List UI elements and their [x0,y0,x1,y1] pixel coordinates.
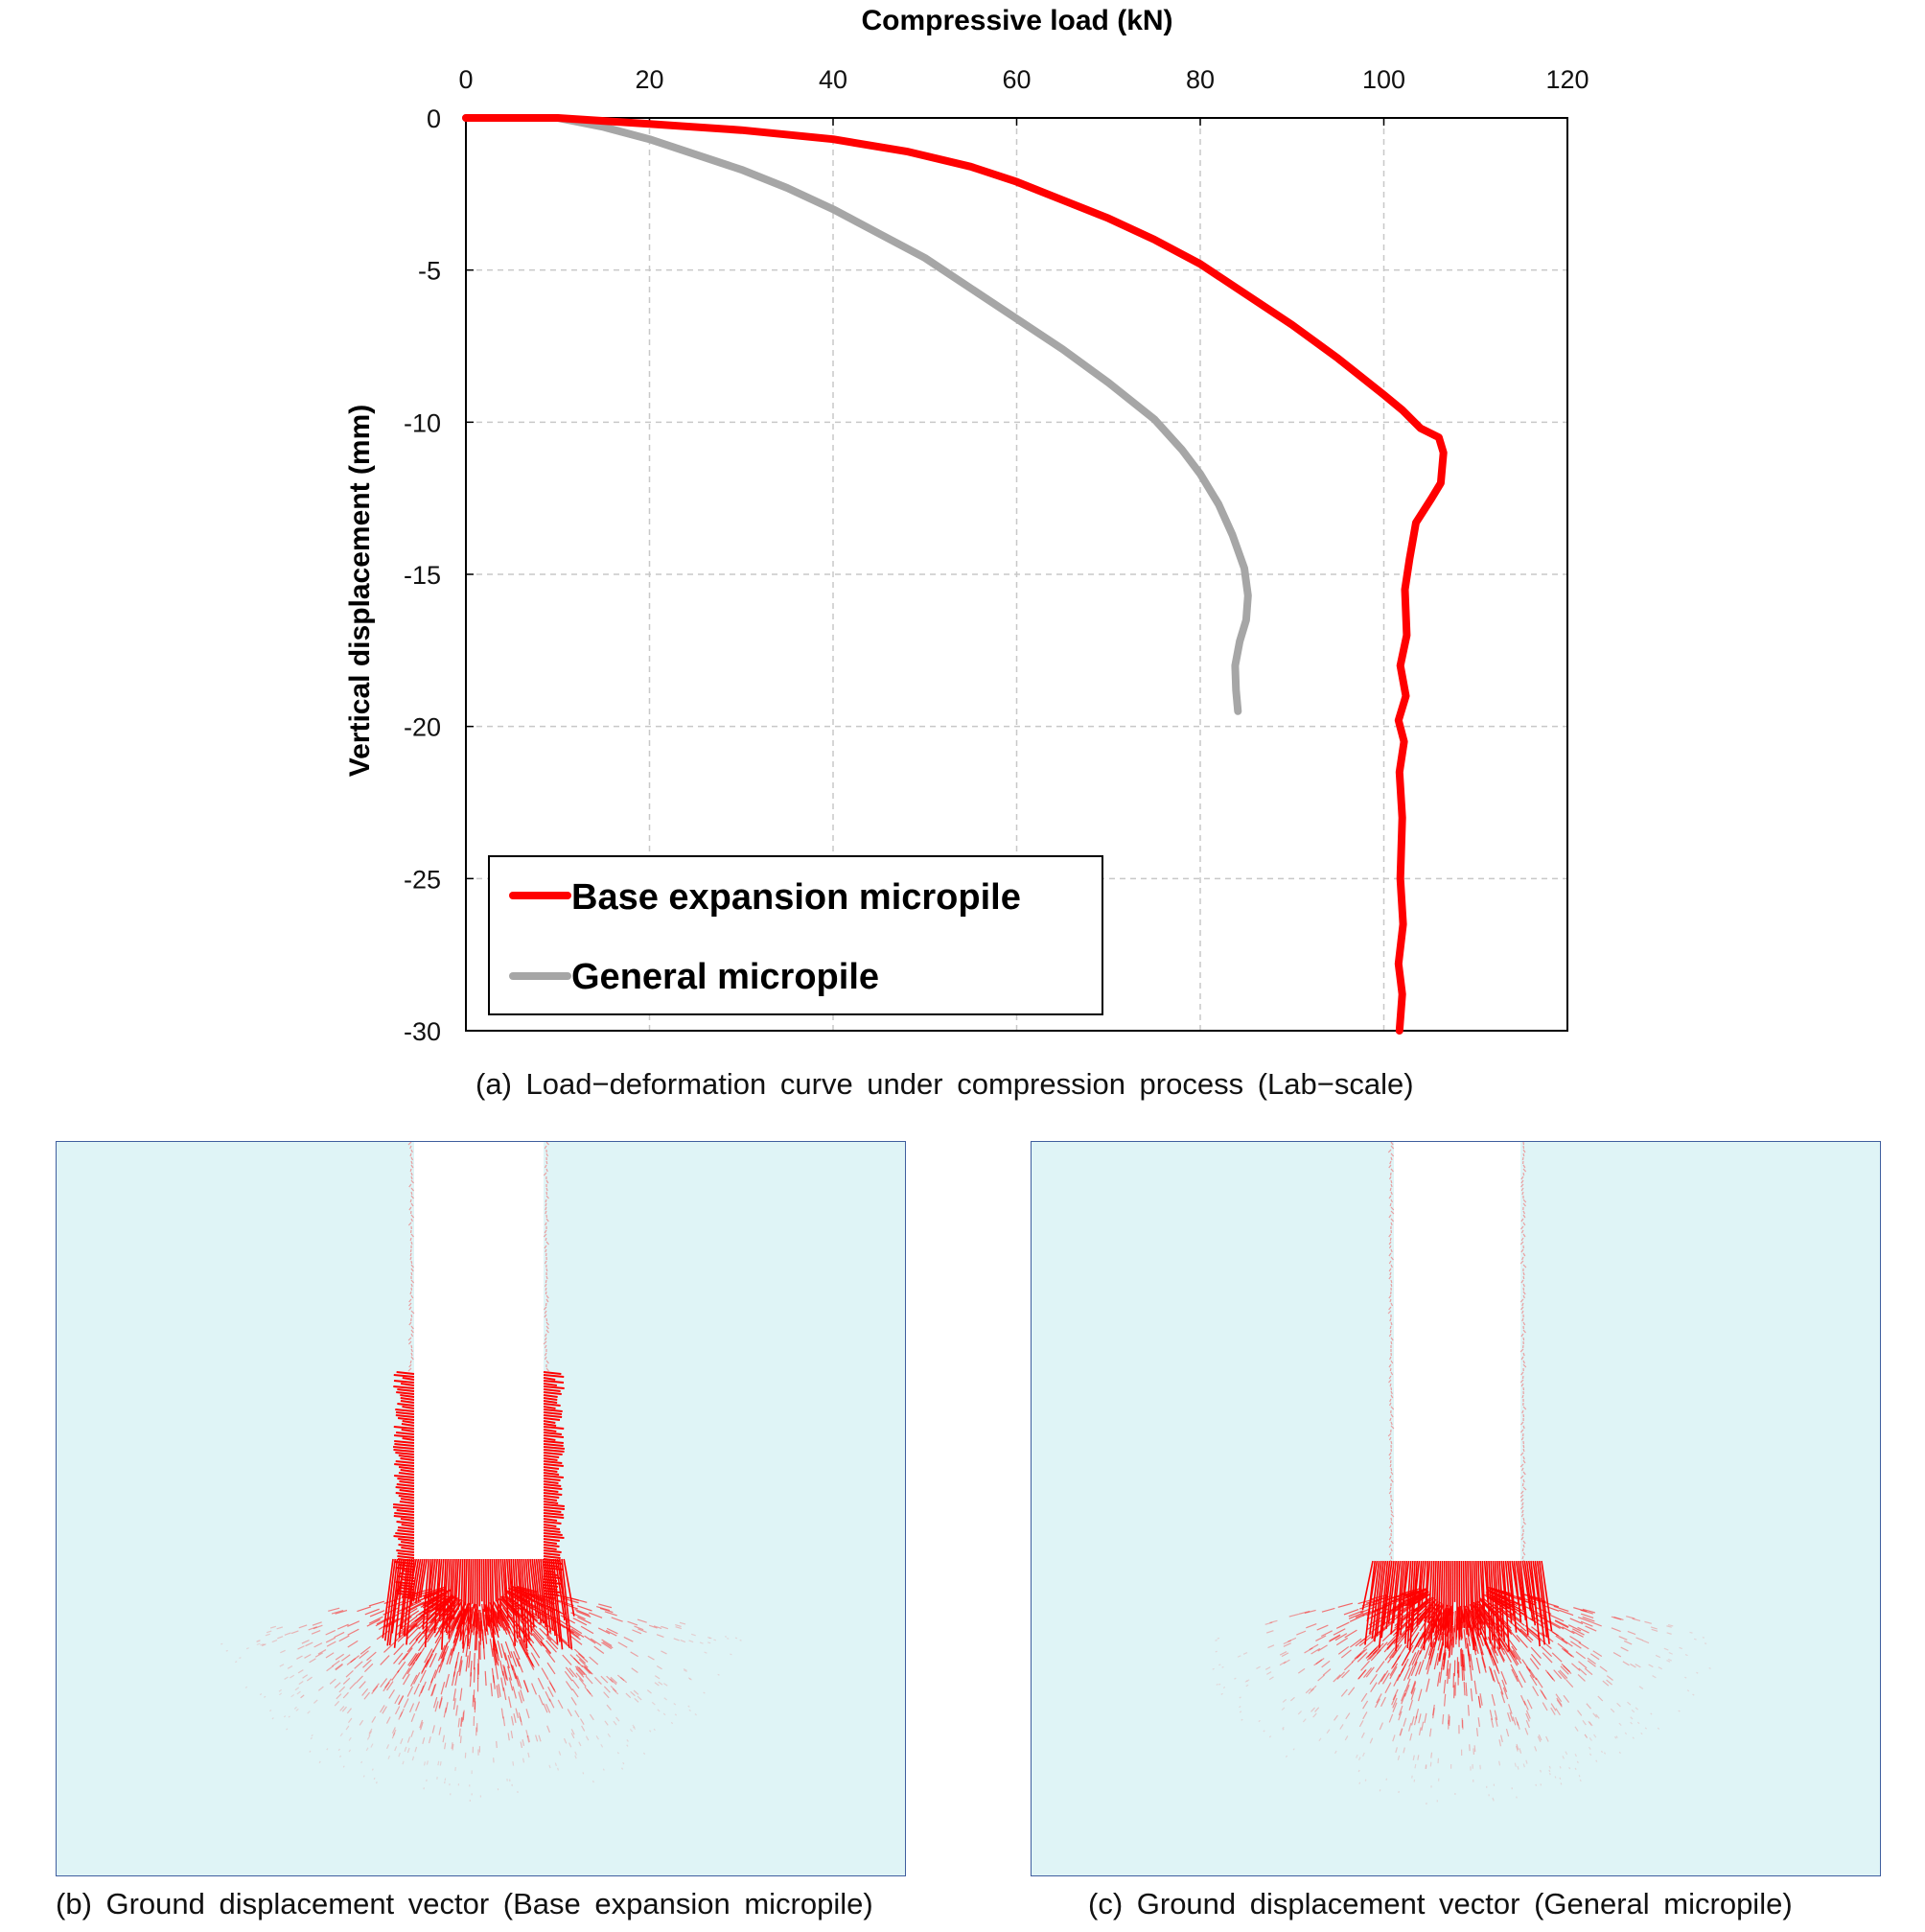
caption-b: (b) Ground displacement vector (Base exp… [56,1887,873,1920]
legend-label-base-expansion: Base expansion micropile [571,877,1021,918]
x-tick-labels: 0 20 40 60 80 100 120 [458,65,1589,94]
y-tick-label: -25 [404,865,441,894]
x-tick-label: 100 [1362,65,1405,94]
x-axis-title: Compressive load (kN) [861,5,1172,36]
displacement-vectors [220,1142,742,1802]
load-deformation-chart: 0 20 40 60 80 100 120 0 -5 -10 -15 -20 -25 -30 Compr… [344,5,1589,1046]
y-tick-label: -10 [404,408,441,437]
y-tick-label: 0 [427,105,441,133]
x-tick-label: 40 [819,65,847,94]
displacement-vectors [1212,1142,1711,1805]
y-axis-title: Vertical displacement (mm) [344,405,376,777]
pile-shaft [1394,1142,1520,1561]
legend-box [488,855,1103,1015]
vector-field-general [1212,1142,1711,1805]
plot-frame [465,117,1568,1032]
legend-label-general: General micropile [571,957,879,997]
vector-field-base-expansion [220,1142,742,1802]
y-tick-label: -30 [404,1017,441,1046]
caption-c: (c) Ground displacement vector (General … [1088,1887,1793,1920]
panel-general-vectors [1031,1141,1881,1876]
x-tick-label: 60 [1002,65,1031,94]
y-tick-label: -20 [404,713,441,742]
chart-series [462,114,1448,1035]
x-tick-label: 120 [1545,65,1589,94]
caption-a: (a) Load−deformation curve under compres… [475,1067,1414,1101]
pile-shaft [414,1142,544,1559]
x-tick-label: 0 [458,65,473,94]
x-tick-label: 20 [635,65,663,94]
series-line-general [462,114,1252,715]
legend: Base expansion micropile General micropi… [488,855,1103,1015]
series-line-base-expansion [462,114,1448,1035]
y-tick-label: -15 [404,561,441,590]
x-tick-label: 80 [1186,65,1215,94]
y-tick-labels: 0 -5 -10 -15 -20 -25 -30 [404,105,441,1046]
y-tick-label: -5 [418,257,441,286]
panel-base-expansion-vectors [56,1141,906,1876]
